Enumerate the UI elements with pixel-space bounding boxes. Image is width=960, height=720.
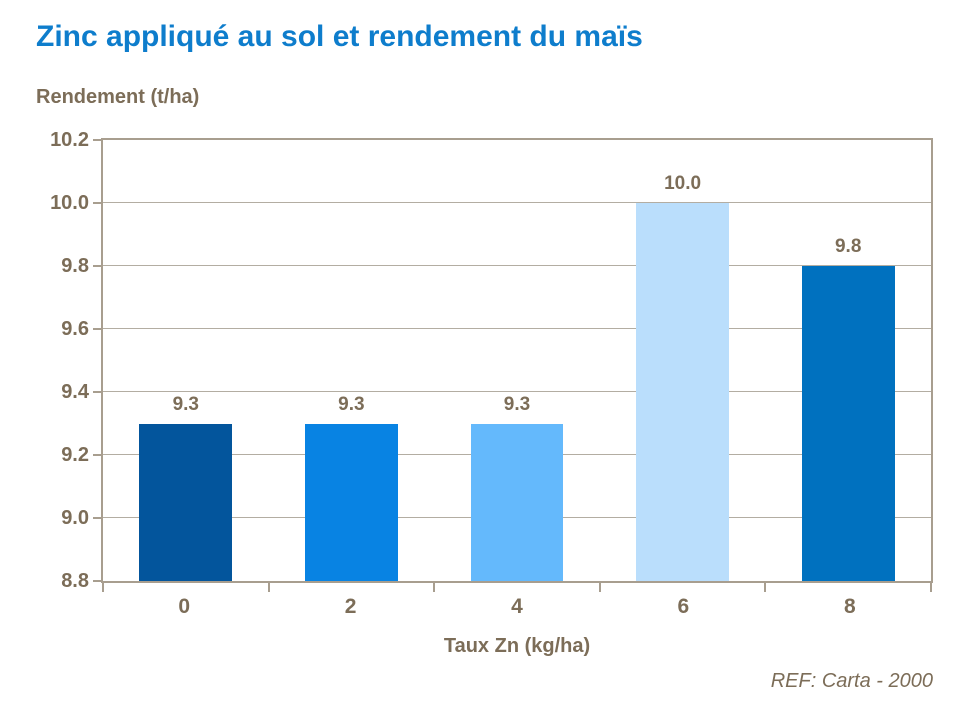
y-axis-tick bbox=[93, 201, 102, 204]
x-axis-tick bbox=[267, 583, 270, 592]
y-tick-label: 9.8 bbox=[61, 254, 89, 277]
y-tick-label: 9.2 bbox=[61, 444, 89, 466]
x-tick-label: 4 bbox=[511, 595, 523, 618]
gridline bbox=[103, 264, 931, 266]
y-tick-label: 9.0 bbox=[61, 507, 89, 529]
y-tick-label: 10.2 bbox=[50, 129, 89, 151]
y-tick-label: 10.0 bbox=[50, 191, 89, 214]
bar-value-label: 9.3 bbox=[338, 393, 365, 415]
y-tick-label: 8.8 bbox=[61, 570, 89, 592]
y-axis-tick bbox=[93, 390, 102, 393]
gridline bbox=[103, 328, 931, 329]
y-axis-tick bbox=[93, 580, 102, 582]
x-tick-label: 2 bbox=[344, 595, 357, 618]
y-axis-tick bbox=[93, 328, 102, 330]
x-axis-tick bbox=[764, 583, 767, 592]
x-tick-label: 6 bbox=[677, 595, 690, 618]
x-axis-tick bbox=[433, 583, 436, 592]
y-axis-title: Rendement (t/ha) bbox=[36, 86, 200, 108]
y-axis-tick bbox=[93, 517, 102, 519]
plot-area: 8.8 9.0 9.2 9.4 9.6 9.8 10.0 10.2 9.3 9.3 9.3 10.0 9… bbox=[50, 129, 933, 592]
x-tick-label: 8 bbox=[843, 595, 856, 618]
chart-title: Zinc appliqué au sol et rendement du maï… bbox=[36, 20, 643, 53]
x-tick-label: 0 bbox=[178, 595, 191, 618]
bar-6 bbox=[636, 203, 729, 581]
bar-value-label: 10.0 bbox=[664, 172, 702, 194]
y-axis-tick bbox=[93, 264, 102, 267]
bar-0 bbox=[139, 423, 233, 581]
x-axis-tick bbox=[102, 583, 104, 592]
bar-value-label: 9.8 bbox=[834, 235, 862, 257]
bar-2 bbox=[305, 423, 398, 581]
x-axis-tick bbox=[598, 583, 601, 592]
y-tick-label: 9.6 bbox=[61, 318, 89, 340]
bar-8 bbox=[801, 266, 895, 581]
gridline bbox=[103, 201, 931, 203]
bar-value-label: 9.3 bbox=[503, 393, 531, 415]
y-tick-label: 9.4 bbox=[61, 380, 89, 403]
x-axis-title: Taux Zn (kg/ha) bbox=[443, 635, 591, 657]
x-axis-tick bbox=[930, 583, 932, 592]
gridline bbox=[103, 390, 931, 392]
reference-note: REF: Carta - 2000 bbox=[770, 670, 933, 692]
y-axis-tick bbox=[93, 454, 102, 456]
y-axis-tick bbox=[93, 139, 102, 141]
bar-4 bbox=[470, 423, 564, 581]
bar-value-label: 9.3 bbox=[172, 393, 199, 415]
